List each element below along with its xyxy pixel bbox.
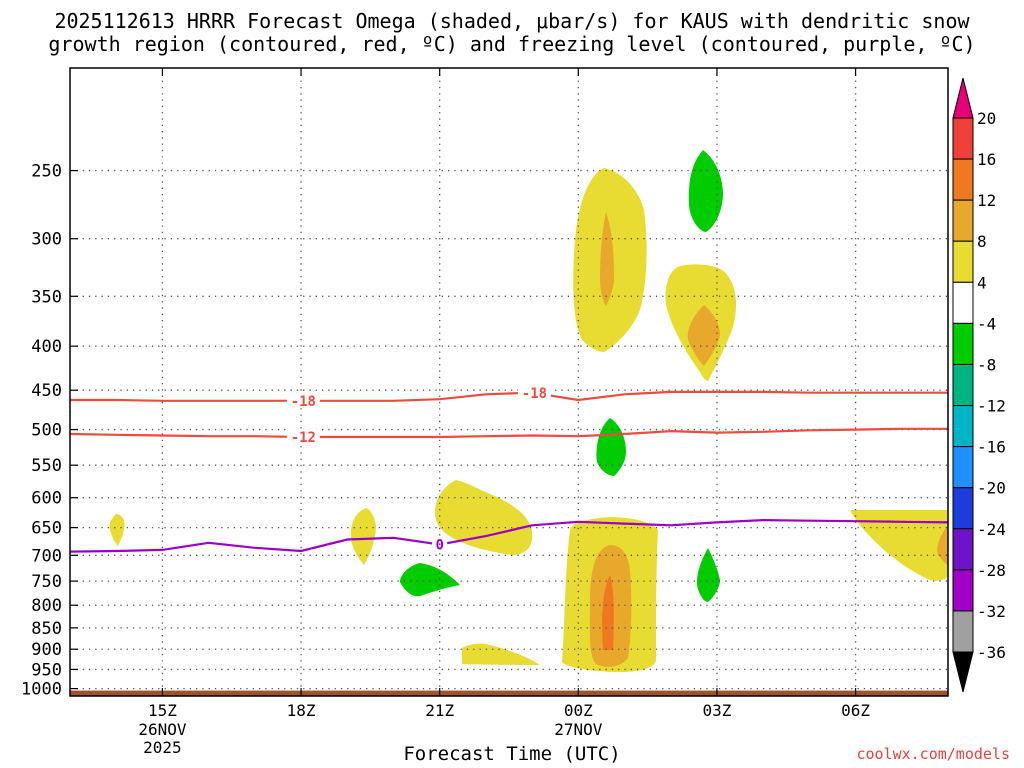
y-tick-label-550: 550 (31, 456, 62, 476)
freezing-level-line (69, 518, 949, 553)
dgz-minus12-label-0: -12 (291, 430, 316, 446)
colorbar-segment-6 (952, 322, 974, 365)
x-tick-label-21Z: 21Z (425, 701, 454, 720)
y-tick-label-900: 900 (31, 640, 62, 660)
omega-region-11 (602, 575, 614, 650)
x-tick-label-03Z: 03Z (702, 701, 731, 720)
dgz-minus12-line (69, 427, 948, 439)
omega-region-6 (600, 212, 614, 306)
y-tick-label-800: 800 (31, 596, 62, 616)
colorbar-segment-11 (952, 528, 974, 571)
surface-layer (70, 690, 948, 696)
dgz-minus18-line (70, 390, 948, 402)
y-tick-label-300: 300 (31, 230, 62, 250)
colorbar-label--36: -36 (977, 643, 1006, 662)
omega-region-8 (687, 305, 720, 366)
y-tick-label-400: 400 (31, 337, 62, 357)
colorbar-segment-12 (952, 569, 974, 612)
omega-region-1 (688, 150, 723, 232)
surface-ground (70, 690, 948, 696)
x-tick-date-00Z: 27NOV (554, 720, 603, 739)
y-tick-label-600: 600 (31, 489, 62, 509)
contour-lines: -18 -18 -12 0 (69, 385, 949, 553)
colorbar-segment-10 (952, 487, 974, 530)
omega-region-16 (850, 510, 948, 581)
y-tick-label-700: 700 (31, 546, 62, 566)
plot-frame (69, 67, 949, 697)
x-tick-label-00Z: 00Z (564, 701, 593, 720)
y-tick-label-1000: 1000 (21, 680, 62, 700)
omega-region-14 (109, 514, 125, 546)
y-tick-label-650: 650 (31, 519, 62, 539)
colorbar-segment-1 (952, 117, 974, 160)
colorbar-segment-7 (952, 363, 974, 407)
chart-title-line-2: growth region (contoured, red, ºC) and f… (48, 32, 976, 56)
gridlines (70, 68, 948, 696)
colorbar-label-8: 8 (977, 232, 987, 251)
colorbar-label--4: -4 (977, 314, 996, 333)
colorbar-segment-5 (952, 281, 974, 324)
colorbar-label--20: -20 (977, 479, 1006, 498)
axes: 2503003504004505005506006507007508008509… (21, 67, 949, 757)
x-axis-label: Forecast Time (UTC) (403, 743, 621, 765)
x-tick-label-06Z: 06Z (841, 701, 870, 720)
colorbar-segment-2 (952, 158, 974, 201)
dgz-minus18-label-0: -18 (291, 394, 316, 410)
x-tick-label-18Z: 18Z (287, 701, 316, 720)
chart-title-line-1: 2025112613 HRRR Forecast Omega (shaded, … (54, 9, 970, 33)
y-tick-label-250: 250 (31, 162, 62, 182)
colorbar-segment-8 (952, 405, 974, 448)
omega-region-12 (434, 480, 533, 555)
colorbar-label-4: 4 (977, 273, 987, 292)
colorbar-label--12: -12 (977, 397, 1006, 416)
colorbar-top-arrow (952, 77, 974, 119)
colorbar-segment-3 (952, 199, 974, 242)
y-tick-label-500: 500 (31, 421, 62, 441)
y-tick-label-350: 350 (31, 287, 62, 307)
x-tick-date-15Z: 26NOV (138, 720, 187, 739)
dgz-minus12-label-bg-0 (286, 428, 320, 444)
y-tick-label-850: 850 (31, 619, 62, 639)
freezing-level-label-0: 0 (435, 537, 443, 553)
colorbar-label--8: -8 (977, 355, 996, 374)
dgz-minus18-label-1: -18 (522, 386, 547, 402)
colorbar-label--16: -16 (977, 438, 1006, 457)
freezing-level-label-bg-0 (432, 536, 448, 552)
x-tick-year-15Z: 2025 (143, 738, 182, 757)
y-tick-label-450: 450 (31, 381, 62, 401)
omega-region-13 (350, 508, 376, 565)
omega-region-3 (400, 563, 460, 597)
dgz-minus18-label-bg-0 (286, 392, 320, 408)
y-tick-label-750: 750 (31, 572, 62, 592)
colorbar-label--32: -32 (977, 602, 1006, 621)
footer-credit: coolwx.com/models (856, 745, 1010, 763)
y-tick-label-950: 950 (31, 660, 62, 680)
colorbar-bottom-arrow (952, 651, 974, 693)
colorbar-label-20: 20 (977, 109, 996, 128)
colorbar-segment-9 (952, 446, 974, 489)
colorbar-label-16: 16 (977, 150, 996, 169)
dgz-minus18-label-bg-1 (517, 385, 551, 401)
colorbar-label--28: -28 (977, 561, 1006, 580)
colorbar-label-12: 12 (977, 191, 996, 210)
omega-region-2 (596, 418, 626, 476)
colorbar-label--24: -24 (977, 520, 1006, 539)
colorbar-legend: 20 16 12 8 4 -4 -8 -12 -16 -20 -24 -28 -32 -36 (952, 77, 1006, 693)
omega-shading-layer (109, 150, 948, 672)
colorbar-segment-13 (952, 610, 974, 653)
omega-region-4 (696, 548, 720, 602)
x-tick-label-15Z: 15Z (148, 701, 177, 720)
omega-region-15 (462, 643, 540, 665)
colorbar-segment-4 (952, 240, 974, 283)
